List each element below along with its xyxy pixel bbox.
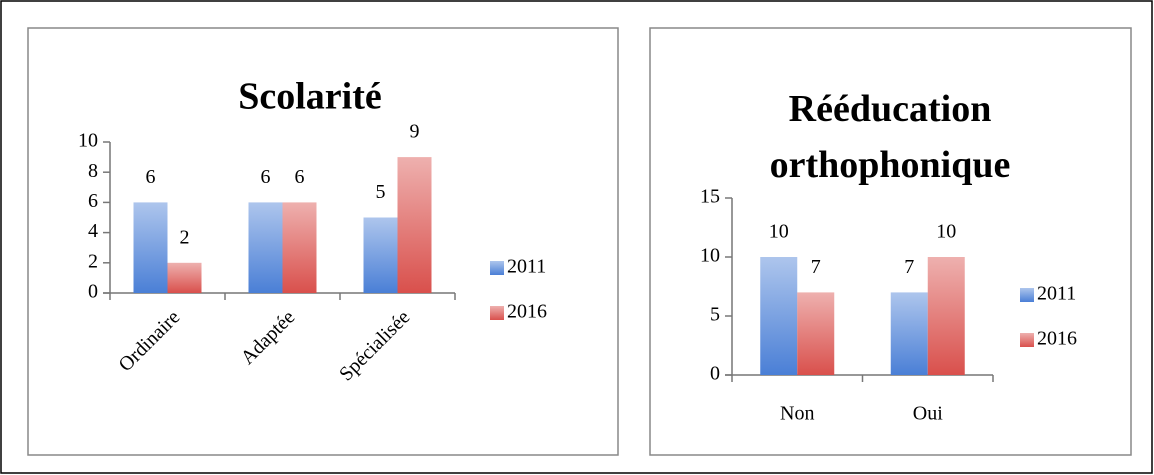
data-label: 6 bbox=[261, 166, 271, 188]
data-label: 6 bbox=[295, 166, 305, 188]
chart-frame bbox=[27, 27, 619, 456]
bar bbox=[133, 202, 168, 293]
legend-swatch bbox=[490, 261, 504, 275]
legend-label: 2016 bbox=[1037, 328, 1077, 350]
title-line: orthophonique bbox=[770, 144, 1011, 186]
y-tick-label: 15 bbox=[700, 186, 720, 208]
bar bbox=[927, 257, 965, 375]
bar bbox=[167, 262, 202, 293]
y-tick-label: 10 bbox=[78, 130, 98, 152]
chart-title: Rééducation orthophonique bbox=[770, 88, 1011, 186]
bar bbox=[363, 217, 398, 293]
bar bbox=[282, 202, 317, 293]
bar bbox=[248, 202, 283, 293]
legend-label: 2016 bbox=[507, 301, 547, 323]
data-label: 2 bbox=[180, 226, 190, 248]
legend-label: 2011 bbox=[1037, 283, 1076, 305]
data-label: 7 bbox=[904, 256, 914, 278]
legend-label: 2011 bbox=[507, 256, 546, 278]
data-label: 10 bbox=[769, 221, 789, 243]
data-label: 6 bbox=[146, 166, 156, 188]
y-tick-label: 10 bbox=[700, 245, 720, 267]
title-line: Rééducation bbox=[789, 88, 992, 130]
y-tick-label: 2 bbox=[88, 250, 98, 272]
legend-swatch bbox=[1020, 288, 1034, 302]
bar bbox=[397, 157, 432, 293]
y-tick-label: 4 bbox=[88, 220, 98, 242]
legend-swatch bbox=[490, 306, 504, 320]
x-tick-label: Non bbox=[780, 403, 814, 425]
y-tick-label: 5 bbox=[710, 304, 720, 326]
y-tick-label: 6 bbox=[88, 190, 98, 212]
legend-swatch bbox=[1020, 333, 1034, 347]
chart-title: Scolarité bbox=[238, 76, 382, 118]
bar bbox=[890, 292, 928, 375]
y-tick-label: 0 bbox=[88, 281, 98, 303]
chart-frame bbox=[649, 27, 1132, 456]
y-tick-label: 8 bbox=[88, 160, 98, 182]
data-label: 7 bbox=[811, 256, 821, 278]
data-label: 10 bbox=[936, 221, 956, 243]
bar bbox=[797, 292, 835, 375]
y-tick-label: 0 bbox=[710, 363, 720, 385]
bar bbox=[760, 257, 798, 375]
data-label: 9 bbox=[410, 121, 420, 143]
x-tick-label: Oui bbox=[913, 403, 943, 425]
data-label: 5 bbox=[376, 181, 386, 203]
